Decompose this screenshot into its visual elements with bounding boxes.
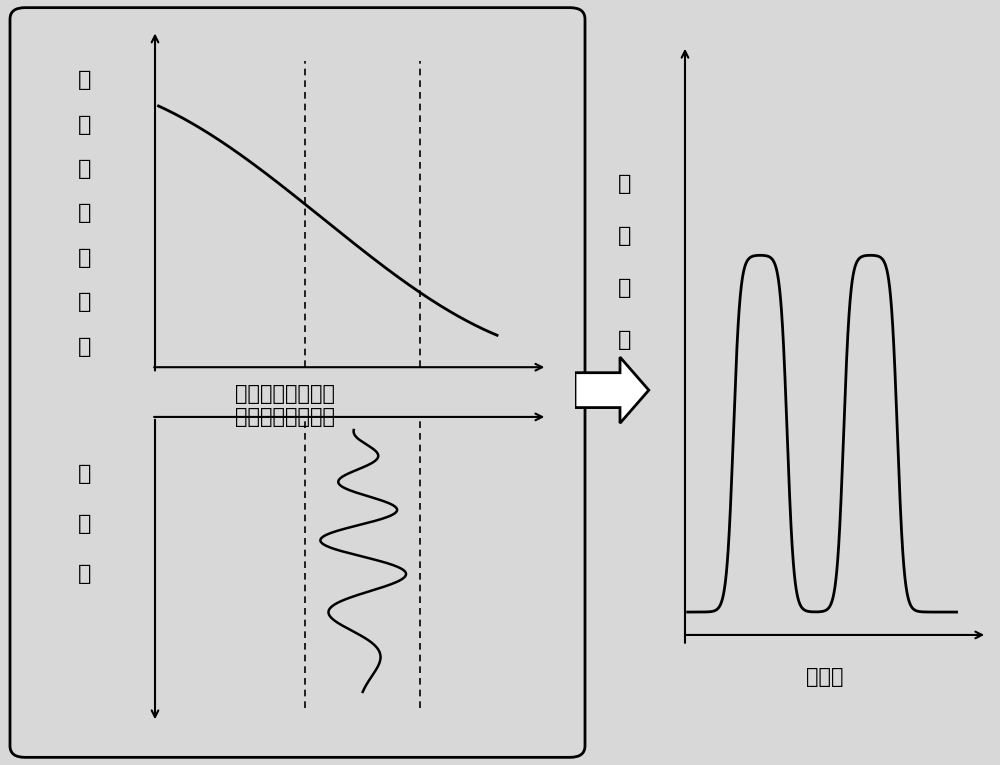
Text: 调: 调: [78, 70, 92, 90]
Text: 驱动信号二的幅值: 驱动信号二的幅值: [235, 407, 335, 427]
Text: 线: 线: [78, 337, 92, 356]
Text: 数: 数: [618, 330, 632, 350]
FancyArrow shape: [575, 357, 649, 423]
Text: 轴: 轴: [78, 564, 92, 584]
Text: 曲: 曲: [78, 292, 92, 312]
Text: 传: 传: [78, 203, 92, 223]
Text: 器: 器: [78, 159, 92, 179]
Text: 函: 函: [618, 278, 632, 298]
Text: 输: 输: [78, 248, 92, 268]
Text: 制: 制: [78, 115, 92, 135]
Text: 间: 间: [78, 514, 92, 534]
Text: 时: 时: [78, 464, 92, 484]
Text: 时间轴: 时间轴: [806, 667, 844, 687]
Text: 关: 关: [618, 226, 632, 246]
Text: 调制器的偏置电压: 调制器的偏置电压: [235, 384, 335, 404]
Text: 开: 开: [618, 174, 632, 194]
